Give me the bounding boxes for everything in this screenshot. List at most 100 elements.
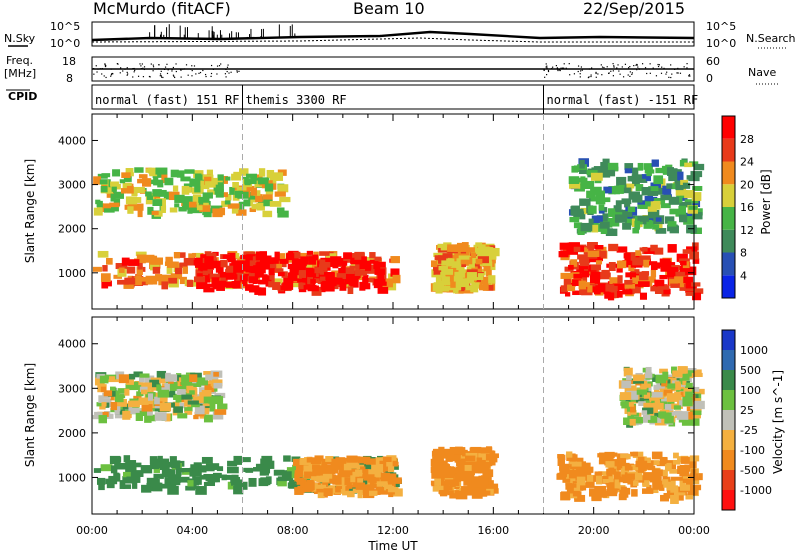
heatmap-cell (480, 447, 490, 454)
heatmap-cell (669, 208, 682, 215)
heatmap-cell (679, 159, 687, 167)
nave-point (559, 69, 561, 71)
heatmap-cell (288, 472, 300, 479)
heatmap-cell (375, 457, 383, 464)
heatmap-cell (579, 198, 591, 206)
nave-point (96, 71, 98, 73)
heatmap-cell (254, 267, 264, 277)
heatmap-cell (379, 472, 391, 480)
heatmap-cell (646, 164, 653, 172)
heatmap-cell (199, 204, 211, 212)
colorbar-frame (721, 115, 736, 299)
heatmap-cell (274, 268, 284, 273)
heatmap-cell (573, 246, 581, 252)
heatmap-cell (456, 265, 465, 274)
nave-point (655, 75, 658, 77)
heatmap-cell (114, 191, 125, 199)
heatmap-cell (268, 281, 274, 288)
heatmap-cell (188, 253, 196, 259)
heatmap-cell (365, 268, 377, 274)
heatmap-cell (144, 414, 152, 423)
nave-point (560, 67, 562, 69)
heatmap-cell (216, 466, 224, 472)
heatmap-cell (193, 396, 204, 404)
heatmap-cell (568, 469, 581, 479)
heatmap-cell (638, 271, 649, 281)
heatmap-cell (619, 392, 632, 401)
heatmap-cell (634, 472, 643, 481)
nave-point (616, 67, 618, 69)
heatmap-cell (625, 217, 636, 226)
heatmap-cell (390, 268, 400, 277)
heatmap-cell (619, 489, 628, 498)
heatmap-cell (239, 268, 251, 277)
heatmap-cell (651, 392, 663, 398)
heatmap-cell (275, 253, 286, 261)
nave-point (101, 67, 103, 70)
heatmap-cell (299, 458, 311, 465)
heatmap-cell (128, 406, 139, 415)
heatmap-cell (445, 485, 453, 491)
freq-unit: [MHz] (4, 67, 36, 80)
heatmap-cell (245, 468, 254, 473)
heatmap-cell (485, 453, 493, 461)
heatmap-cell (140, 278, 148, 286)
heatmap-cell (136, 254, 146, 264)
heatmap-cell (246, 173, 257, 178)
heatmap-cell (374, 256, 382, 262)
nave-point (577, 65, 580, 67)
heatmap-cell (250, 187, 257, 196)
heatmap-cell (169, 207, 178, 213)
heatmap-cell (486, 475, 492, 484)
nave-point (547, 70, 550, 73)
heatmap-cell (325, 468, 336, 475)
heatmap-cell (189, 390, 195, 395)
nave-point (627, 74, 629, 76)
heatmap-cell (562, 478, 571, 483)
heatmap-cell (572, 457, 584, 462)
heatmap-cell (597, 453, 603, 458)
freq-tick-bottom: 8 (66, 72, 73, 85)
heatmap-cell (263, 199, 273, 207)
nave-point (565, 67, 567, 69)
heatmap-cell (637, 200, 646, 205)
heatmap-cell (473, 467, 482, 474)
heatmap-cell (149, 456, 158, 465)
heatmap-cell (101, 203, 112, 213)
heatmap-cell (480, 276, 489, 285)
nave-point (610, 70, 612, 72)
heatmap-cell (189, 467, 196, 477)
heatmap-cell (616, 264, 623, 273)
heatmap-cell (579, 286, 587, 295)
heatmap-cell (631, 286, 641, 294)
heatmap-cell (621, 380, 632, 389)
heatmap-cell (109, 376, 116, 383)
heatmap-cell (456, 460, 464, 467)
heatmap-cell (627, 256, 634, 261)
heatmap-cell (214, 189, 221, 195)
heatmap-cell (94, 411, 103, 419)
heatmap-cell (644, 195, 653, 202)
heatmap-cell (128, 471, 140, 479)
cpid-segment-label: themis 3300 RF (246, 93, 347, 107)
nave-point (173, 75, 175, 77)
heatmap-cell (176, 389, 186, 398)
heatmap-cell (643, 392, 651, 399)
heatmap-cell (160, 483, 172, 489)
colorbar-frame (721, 329, 736, 511)
heatmap-cell (210, 374, 219, 384)
heatmap-cell (432, 282, 444, 292)
heatmap-cell (434, 478, 442, 486)
heatmap-cell (174, 267, 183, 275)
heatmap-cell (148, 414, 156, 422)
heatmap-cell (605, 461, 615, 468)
nave-point (676, 72, 678, 74)
heatmap-cell (204, 176, 212, 185)
heatmap-cell (211, 463, 220, 470)
nave-point (225, 68, 227, 71)
heatmap-cell (438, 255, 444, 264)
heatmap-cell (354, 274, 360, 280)
nave-point (674, 68, 676, 70)
heatmap-cell (108, 475, 115, 483)
nave-point (573, 73, 576, 75)
